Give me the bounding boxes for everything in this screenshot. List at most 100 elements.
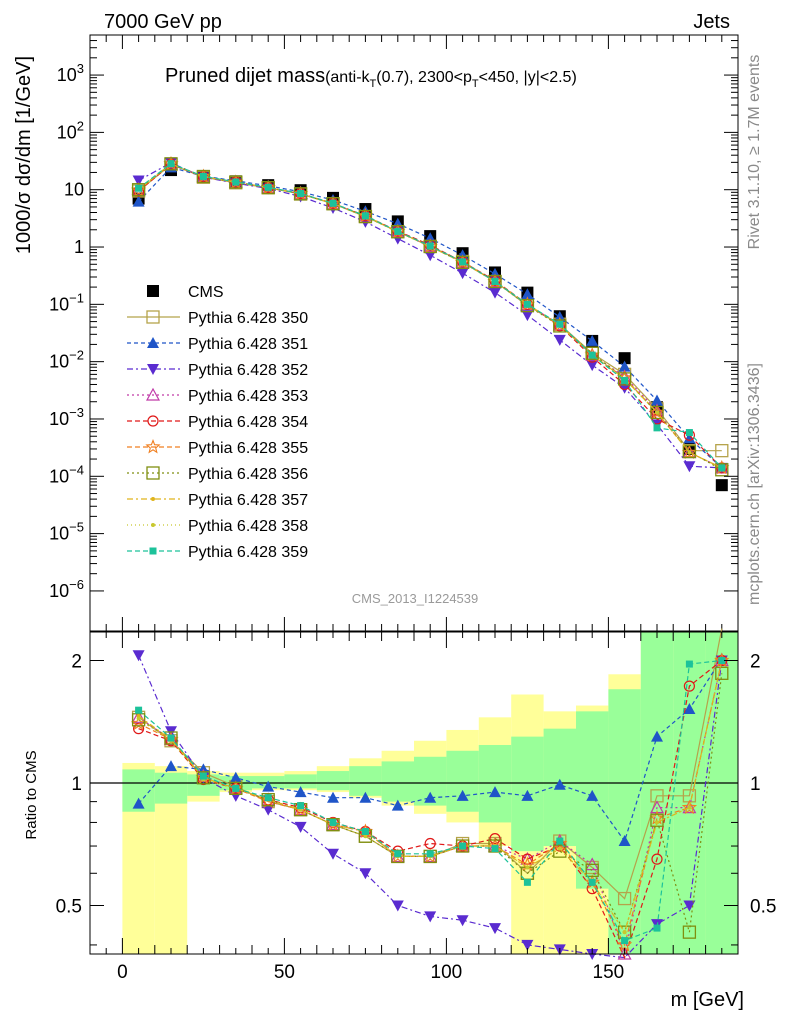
legend-marker (146, 310, 160, 324)
band-green (284, 774, 317, 789)
y-tick-label: 10 (64, 180, 84, 200)
band-green (446, 750, 479, 812)
ratio-point (167, 734, 175, 742)
data-point (489, 287, 501, 299)
ratio-point (424, 791, 437, 803)
ratio-point (683, 703, 696, 715)
ratio-panel: 0.5 0.5 1 1 2 2 0 50 100 150 (56, 628, 776, 983)
ratio-point (718, 657, 726, 665)
data-point (132, 195, 145, 207)
y-tick-label: 103 (57, 61, 84, 85)
legend-entry: Pythia 6.428 357 (127, 492, 308, 509)
ratio-series-group (130, 628, 730, 960)
ratio-point (685, 660, 693, 668)
ratio-point (681, 799, 698, 815)
data-point (391, 233, 404, 245)
ratio-point (131, 713, 146, 727)
ratio-point (260, 793, 276, 809)
ratio-point (394, 850, 402, 858)
ratio-point (294, 786, 307, 798)
legend-label: Pythia 6.428 356 (188, 466, 308, 483)
ratio-y-tick-label-right: 0.5 (750, 896, 776, 917)
data-point (423, 239, 437, 254)
ratio-point (136, 716, 141, 721)
legend-entry: CMS (147, 284, 224, 301)
data-point (456, 268, 469, 280)
x-axis-label: m [GeV] (671, 989, 744, 1011)
ratio-point (229, 790, 242, 802)
legend-entry: Pythia 6.428 352 (127, 362, 308, 379)
legend-label: Pythia 6.428 352 (188, 362, 308, 379)
ratio-point (359, 868, 372, 880)
ratio-point (683, 680, 696, 692)
data-point (426, 242, 434, 250)
ratio-y-ticks: 0.5 0.5 1 1 2 2 (56, 652, 776, 946)
data-point (715, 444, 729, 458)
ratio-point (491, 845, 499, 853)
ratio-point (391, 799, 404, 811)
ratio-point (135, 706, 143, 714)
legend-label: Pythia 6.428 350 (188, 310, 308, 327)
ratio-point (523, 878, 531, 886)
ratio-point (617, 891, 632, 906)
ratio-point (588, 878, 596, 886)
ratio-point (456, 915, 469, 927)
legend-entry: Pythia 6.428 354 (127, 414, 308, 431)
data-point (361, 212, 369, 220)
series-1 (131, 157, 729, 458)
x-tick-label: 0 (117, 962, 128, 983)
side-label-bottom: mcplots.cern.ch [arXiv:1306.3436] (746, 363, 763, 605)
data-point (196, 169, 211, 184)
ratio-point (297, 802, 305, 810)
data-point (459, 258, 467, 266)
legend-entry: Pythia 6.428 355 (127, 438, 308, 457)
ratio-point (489, 833, 501, 845)
ratio-point (229, 781, 243, 796)
data-point (358, 209, 373, 224)
legend-marker (145, 438, 161, 454)
ratio-point (552, 835, 568, 851)
x-tick-label: 100 (431, 962, 463, 983)
legend-marker (151, 523, 155, 527)
main-series-group (130, 155, 730, 492)
ratio-point (682, 925, 697, 939)
title-sub-t2: T (472, 78, 479, 90)
data-point (685, 429, 693, 437)
ratio-point (489, 786, 501, 798)
y-tick-label: 10−5 (49, 520, 84, 544)
legend-marker (147, 337, 159, 348)
y-tick-label: 1 (74, 237, 84, 257)
legend-label: Pythia 6.428 355 (188, 440, 308, 457)
data-point (621, 376, 629, 384)
watermark: CMS_2013_I1224539 (352, 591, 479, 606)
ratio-point (294, 821, 307, 833)
ratio-point (292, 801, 309, 817)
data-point (391, 225, 405, 239)
ratio-point (687, 805, 692, 810)
ratio-point (616, 936, 633, 952)
data-point (520, 298, 535, 313)
ratio-point (655, 820, 659, 825)
ratio-ylabel: Ratio to CMS (23, 750, 40, 839)
ratio-point (622, 930, 627, 935)
ratio-point (682, 800, 697, 814)
x-tick-label: 50 (274, 962, 295, 983)
y-tick-label: 10−3 (49, 405, 84, 429)
band-green (187, 774, 220, 796)
ratio-point (618, 835, 631, 847)
header-right: Jets (693, 11, 730, 33)
ratio-y-tick-label-right: 2 (750, 652, 761, 673)
data-point (164, 157, 178, 171)
data-point (718, 464, 726, 472)
series-line-1 (138, 163, 722, 452)
main-y-ticks: 10−6 10−5 10−4 10−3 10−2 10−1 1 10 102 103 (49, 34, 738, 601)
main-x-ticks (89, 35, 739, 631)
ratio-point (199, 772, 207, 780)
ratio-y-tick-label: 2 (71, 652, 82, 673)
ratio-x-ticks: 0 50 100 150 (89, 632, 739, 983)
ratio-point (489, 923, 501, 935)
ratio-series-1 (132, 652, 728, 847)
ratio-point (424, 911, 437, 923)
data-point (585, 346, 599, 360)
